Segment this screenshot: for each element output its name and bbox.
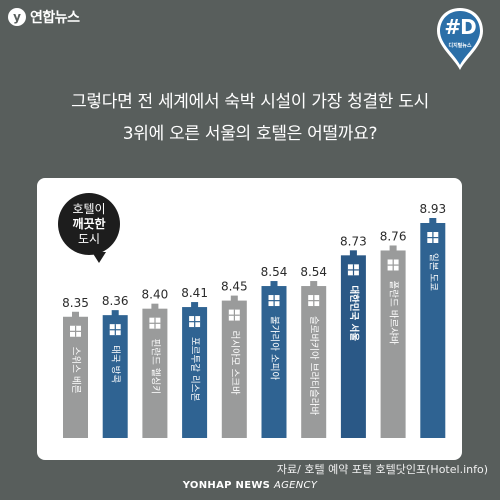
category-label: 일본 도쿄 — [427, 253, 438, 291]
building-roof — [230, 295, 238, 302]
bar — [301, 286, 327, 438]
building-roof — [349, 250, 357, 257]
value-label: 8.73 — [340, 234, 367, 248]
building-roof — [111, 310, 119, 317]
value-label: 8.76 — [380, 229, 407, 243]
bar-chart: 8.35 스위스 베른 8.36 태국 방콕 8.40 핀란드 헬싱키 8.41 포르투갈 리… — [62, 202, 446, 438]
category-label: 슬로바키아 브라티슬라바 — [308, 316, 319, 415]
badge-subtitle: 디지털뉴스 — [448, 43, 472, 49]
footer-brand: YONHAP NEWS — [182, 480, 271, 491]
building-roof — [191, 302, 199, 309]
value-label: 8.40 — [142, 288, 169, 302]
window-frame — [149, 322, 161, 324]
yonhap-logo: y 연합뉴스 — [8, 7, 80, 27]
bubble-line-1: 호텔이 — [72, 201, 106, 216]
digital-news-badge: #D 디지털뉴스 — [434, 6, 486, 72]
building-roof — [72, 311, 79, 318]
value-label: 8.41 — [181, 286, 208, 300]
value-label: 8.54 — [300, 265, 327, 279]
category-label: 러시아모 스크바 — [229, 331, 240, 395]
value-label: 8.93 — [419, 202, 446, 216]
building-roof — [429, 218, 437, 224]
window-frame — [268, 300, 280, 302]
window-frame — [347, 269, 359, 271]
bar — [182, 307, 208, 438]
bar — [420, 223, 446, 438]
category-label: 스위스 베른 — [70, 347, 82, 394]
bubble-line-2: 깨끗한 — [72, 216, 106, 231]
headline-line-1: 그렇다면 전 세계에서 숙박 시설이 가장 청결한 도시 — [71, 92, 429, 112]
value-label: 8.36 — [102, 294, 129, 308]
category-label: 핀란드 헬싱키 — [149, 339, 161, 394]
bar — [63, 316, 88, 438]
speech-bubble: 호텔이 깨끗한 도시 — [58, 193, 120, 263]
category-label: 폴란드 바르샤바 — [388, 280, 400, 344]
building-roof — [151, 303, 159, 310]
window-frame — [70, 330, 81, 332]
value-label: 8.45 — [221, 280, 248, 294]
value-label: 8.54 — [261, 265, 288, 279]
category-label: 대한민국 서울 — [348, 285, 360, 341]
headline: 그렇다면 전 세계에서 숙박 시설이 가장 청결한 도시 3위에 오른 서울의 … — [0, 86, 500, 150]
logo-text: 연합뉴스 — [30, 10, 80, 26]
building-roof — [310, 281, 318, 288]
window-frame — [189, 321, 201, 323]
window-frame — [427, 237, 439, 239]
badge-hash: #D — [444, 15, 476, 39]
window-frame — [109, 329, 121, 331]
building-roof — [389, 245, 397, 252]
footer-credit: YONHAP NEWS AGENCY — [0, 480, 500, 491]
window-frame — [308, 300, 320, 302]
map-pin-icon — [437, 8, 483, 70]
yonhap-logo-icon: y — [8, 8, 26, 26]
bar — [142, 308, 168, 438]
bar — [102, 315, 128, 438]
bar — [221, 300, 247, 438]
building-roof — [270, 281, 278, 288]
bubble-line-3: 도시 — [77, 231, 101, 246]
window-frame — [387, 264, 399, 266]
category-label: 포르투갈 리스본 — [189, 337, 201, 401]
category-label: 불가리아 소피아 — [269, 316, 280, 380]
category-label: 태국 방콕 — [110, 345, 121, 383]
footer-agency: AGENCY — [273, 480, 318, 491]
window-frame — [228, 314, 240, 316]
value-label: 8.35 — [62, 296, 89, 310]
bar — [261, 286, 287, 438]
bar — [380, 250, 406, 438]
source-note: 자료/ 호텔 예약 포털 호텔닷인포(Hotel.info) — [276, 463, 488, 476]
bar — [340, 255, 366, 438]
headline-line-2: 3위에 오른 서울의 호텔은 어떨까요? — [122, 124, 378, 144]
